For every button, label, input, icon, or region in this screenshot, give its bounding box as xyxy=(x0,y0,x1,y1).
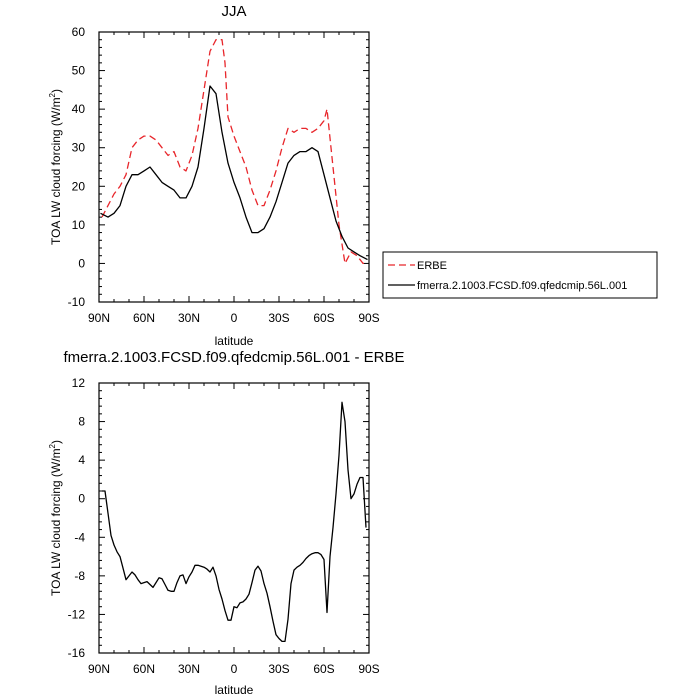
legend-box xyxy=(382,251,658,299)
top-y-tick-label: -10 xyxy=(68,295,86,309)
bottom-series-lines xyxy=(102,401,367,643)
top-y-axis-label: TOA LW cloud forcing (W/m2) xyxy=(48,89,63,245)
bottom-y-tick-label: 0 xyxy=(78,492,85,506)
top-x-tick-label: 90S xyxy=(358,311,379,325)
top-y-axis-label-close: ) xyxy=(49,89,63,93)
top-y-tick-label: 40 xyxy=(72,102,86,116)
bottom-y-axis-label-superscript: 2 xyxy=(48,443,57,448)
bottom-y-tick-label: -8 xyxy=(74,569,85,583)
top-x-tick-label: 30S xyxy=(268,311,289,325)
bottom-y-tick-label: 12 xyxy=(72,376,86,390)
bottom-chart-title: fmerra.2.1003.FCSD.f09.qfedcmip.56L.001 … xyxy=(63,349,404,366)
bottom-x-tick-label: 0 xyxy=(231,662,238,676)
top-x-tick-label: 90N xyxy=(88,311,110,325)
top-y-tick-label: 20 xyxy=(72,179,86,193)
bottom-x-tick-label: 30N xyxy=(178,662,200,676)
bottom-panel: fmerra.2.1003.FCSD.f09.qfedcmip.56L.001 … xyxy=(48,349,405,697)
bottom-y-tick-label: -4 xyxy=(74,530,85,544)
bottom-y-tick-label: 4 xyxy=(78,453,85,467)
bottom-y-tick-labels: -16 -12 -8 -4 0 4 8 12 xyxy=(68,376,86,660)
top-y-tick-label: 60 xyxy=(72,25,86,39)
top-series-lines xyxy=(100,39,368,265)
bottom-y-tick-label: 8 xyxy=(78,415,85,429)
top-y-axis-label-main: TOA LW cloud forcing (W/m xyxy=(49,97,63,245)
bottom-x-tick-label: 30S xyxy=(268,662,289,676)
bottom-plot-frame xyxy=(98,382,370,654)
bottom-series-line-difference xyxy=(102,401,367,643)
legend-erbe-label: ERBE xyxy=(417,260,447,272)
top-x-tick-label: 60S xyxy=(313,311,334,325)
top-x-tick-label: 30N xyxy=(178,311,200,325)
top-axis-ticks xyxy=(98,31,370,303)
top-x-axis-label: latitude xyxy=(215,334,254,348)
top-y-tick-labels: -10 0 10 20 30 40 50 60 xyxy=(68,25,86,309)
top-y-tick-label: 30 xyxy=(72,141,86,155)
top-y-axis-label-superscript: 2 xyxy=(48,92,57,97)
bottom-axis-ticks xyxy=(98,382,370,654)
top-y-tick-label: 50 xyxy=(72,64,86,78)
top-chart-title: JJA xyxy=(221,3,246,20)
top-x-tick-label: 60N xyxy=(133,311,155,325)
top-x-tick-labels: 90N 60N 30N 0 30S 60S 90S xyxy=(88,311,380,325)
top-series-line-erbe xyxy=(101,39,368,265)
bottom-x-tick-label: 60S xyxy=(313,662,334,676)
bottom-y-axis-label-main: TOA LW cloud forcing (W/m xyxy=(49,448,63,596)
legend-model-label: fmerra.2.1003.FCSD.f09.qfedcmip.56L.001 xyxy=(417,280,627,292)
top-y-tick-label: 10 xyxy=(72,218,86,232)
top-y-tick-label: 0 xyxy=(78,256,85,270)
bottom-x-axis-label: latitude xyxy=(215,683,254,697)
top-panel: JJA 90N 60N 30N 0 30S 60S 90S -10 0 10 20 30 40 50 60… xyxy=(48,3,380,348)
bottom-y-axis-label: TOA LW cloud forcing (W/m2) xyxy=(48,440,63,596)
bottom-y-axis-label-close: ) xyxy=(49,440,63,444)
bottom-x-tick-label: 90N xyxy=(88,662,110,676)
top-x-tick-label: 0 xyxy=(231,311,238,325)
bottom-x-tick-label: 90S xyxy=(358,662,379,676)
bottom-x-tick-labels: 90N 60N 30N 0 30S 60S 90S xyxy=(88,662,380,676)
bottom-y-tick-label: -16 xyxy=(68,646,86,660)
top-series-line-model xyxy=(100,85,368,261)
legend: ERBE fmerra.2.1003.FCSD.f09.qfedcmip.56L… xyxy=(382,251,658,299)
top-plot-frame xyxy=(98,31,370,303)
bottom-x-tick-label: 60N xyxy=(133,662,155,676)
bottom-y-tick-label: -12 xyxy=(68,607,86,621)
